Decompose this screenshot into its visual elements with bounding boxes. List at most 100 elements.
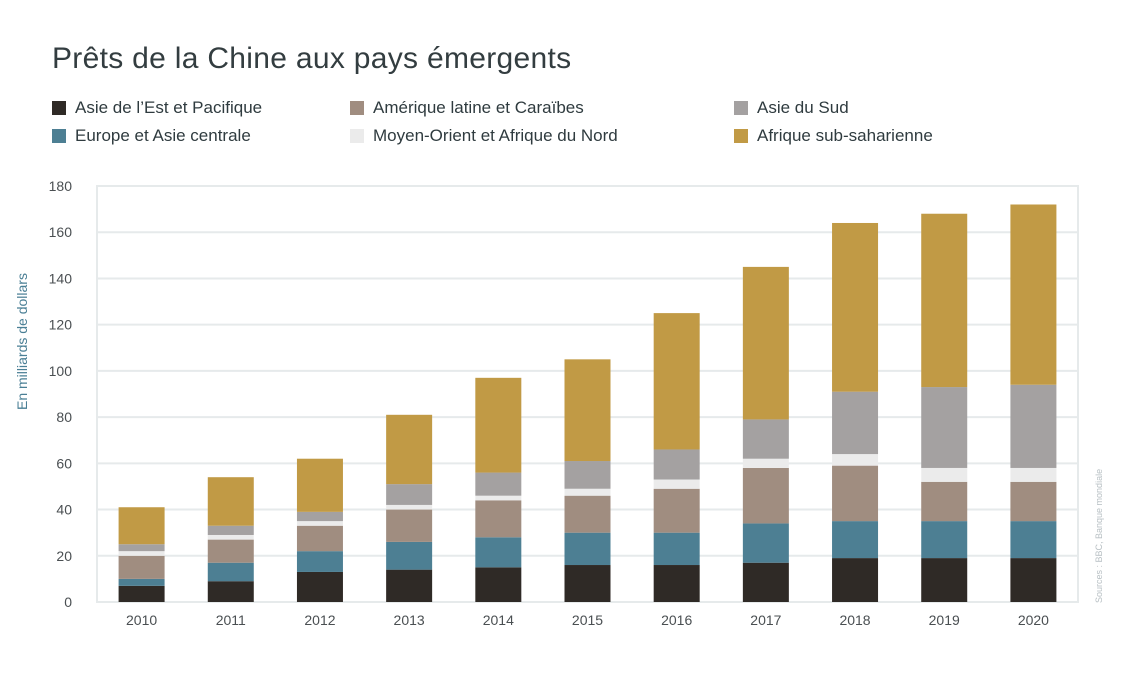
- x-tick-label: 2016: [661, 612, 692, 628]
- bar-segment: [118, 507, 165, 545]
- bar-segment: [475, 567, 522, 602]
- x-tick-label: 2010: [126, 612, 157, 628]
- x-tick-label: 2015: [572, 612, 603, 628]
- bar-segment: [742, 467, 789, 524]
- bar-segment: [1010, 204, 1057, 385]
- bar-segment: [475, 495, 522, 501]
- y-tick-label: 160: [49, 224, 73, 240]
- legend-label: Asie de l’Est et Pacifique: [75, 98, 263, 117]
- y-tick-label: 40: [56, 502, 72, 518]
- bar-segment: [564, 488, 611, 496]
- y-tick-label: 140: [49, 270, 73, 286]
- chart-title: Prêts de la Chine aux pays émergents: [52, 42, 572, 75]
- bar-segment: [653, 488, 700, 533]
- bar-segment: [564, 461, 611, 489]
- bar-segment: [742, 419, 789, 459]
- bar-segment: [832, 521, 879, 559]
- legend-item-asie-est-pacifique: Asie de l’Est et Pacifique: [52, 98, 262, 118]
- bar-segment: [921, 521, 968, 559]
- bar-segment: [1010, 558, 1057, 602]
- bar-segment: [207, 477, 254, 526]
- bar-segment: [118, 585, 165, 602]
- bar-segment: [386, 509, 433, 542]
- bar-segment: [653, 313, 700, 450]
- bar-segment: [564, 359, 611, 462]
- bar-segment: [386, 414, 433, 485]
- legend-item-afrique-sub-saharienne: Afrique sub-saharienne: [734, 126, 933, 146]
- bar-segment: [207, 539, 254, 563]
- legend-swatch: [734, 101, 748, 115]
- bar-segment: [653, 532, 700, 566]
- bar-segment: [1010, 481, 1057, 522]
- bar-segment: [832, 465, 879, 522]
- legend-label: Europe et Asie centrale: [75, 126, 251, 145]
- bar-segment: [386, 541, 433, 570]
- legend-label: Amérique latine et Caraïbes: [373, 98, 584, 117]
- bar-segment: [475, 537, 522, 568]
- legend-label: Moyen-Orient et Afrique du Nord: [373, 126, 618, 145]
- y-tick-label: 100: [49, 363, 73, 379]
- bar-segment: [386, 504, 433, 510]
- y-tick-label: 120: [49, 317, 73, 333]
- bar-segment: [1010, 467, 1057, 482]
- bar-segment: [296, 571, 343, 602]
- x-tick-label: 2012: [304, 612, 335, 628]
- x-tick-label: 2014: [483, 612, 514, 628]
- bar-segment: [296, 511, 343, 522]
- bar-segment: [832, 558, 879, 602]
- legend-swatch: [350, 129, 364, 143]
- bar-segment: [921, 213, 968, 388]
- bar-segment: [207, 581, 254, 602]
- legend-swatch: [350, 101, 364, 115]
- bar-segment: [207, 562, 254, 582]
- legend-label: Asie du Sud: [757, 98, 849, 117]
- x-tick-label: 2017: [750, 612, 781, 628]
- bar-segment: [921, 387, 968, 468]
- legend-item-amerique-latine: Amérique latine et Caraïbes: [350, 98, 584, 118]
- x-tick-label: 2011: [216, 612, 246, 628]
- bar-segment: [118, 544, 165, 552]
- legend-item-asie-du-sud: Asie du Sud: [734, 98, 849, 118]
- legend-label: Afrique sub-saharienne: [757, 126, 933, 145]
- y-tick-label: 80: [56, 409, 72, 425]
- bar-segment: [1010, 521, 1057, 559]
- y-tick-label: 180: [49, 178, 73, 194]
- bar-segment: [564, 532, 611, 566]
- bar-segment: [921, 481, 968, 522]
- bar-segment: [564, 565, 611, 602]
- bar-segment: [296, 551, 343, 572]
- legend-swatch: [52, 129, 66, 143]
- bar-segment: [653, 449, 700, 480]
- bar-segment: [475, 500, 522, 538]
- bar-segment: [742, 458, 789, 468]
- y-tick-label: 60: [56, 455, 72, 471]
- y-tick-label: 20: [56, 548, 72, 564]
- bar-segment: [386, 484, 433, 505]
- bar-segment: [118, 578, 165, 586]
- y-tick-label: 0: [64, 594, 72, 610]
- bar-segment: [742, 562, 789, 602]
- bar-segment: [296, 521, 343, 526]
- bar-segment: [386, 569, 433, 602]
- bar-segment: [1010, 384, 1057, 468]
- bar-segment: [742, 523, 789, 563]
- bar-segment: [564, 495, 611, 533]
- bar-segment: [653, 565, 700, 602]
- bar-segment: [296, 525, 343, 552]
- bar-segment: [921, 558, 968, 602]
- x-tick-label: 2019: [929, 612, 960, 628]
- bar-segment: [832, 391, 879, 455]
- bar-segment: [832, 222, 879, 392]
- bar-segment: [118, 551, 165, 556]
- legend-item-moyen-orient: Moyen-Orient et Afrique du Nord: [350, 126, 618, 146]
- bar-segment: [207, 525, 254, 535]
- bar-segment: [475, 472, 522, 496]
- bar-segment: [475, 377, 522, 473]
- legend-swatch: [734, 129, 748, 143]
- bar-segment: [653, 479, 700, 489]
- bar-segment: [742, 266, 789, 420]
- x-tick-label: 2018: [839, 612, 870, 628]
- bar-segment: [207, 534, 254, 540]
- bar-segment: [832, 454, 879, 466]
